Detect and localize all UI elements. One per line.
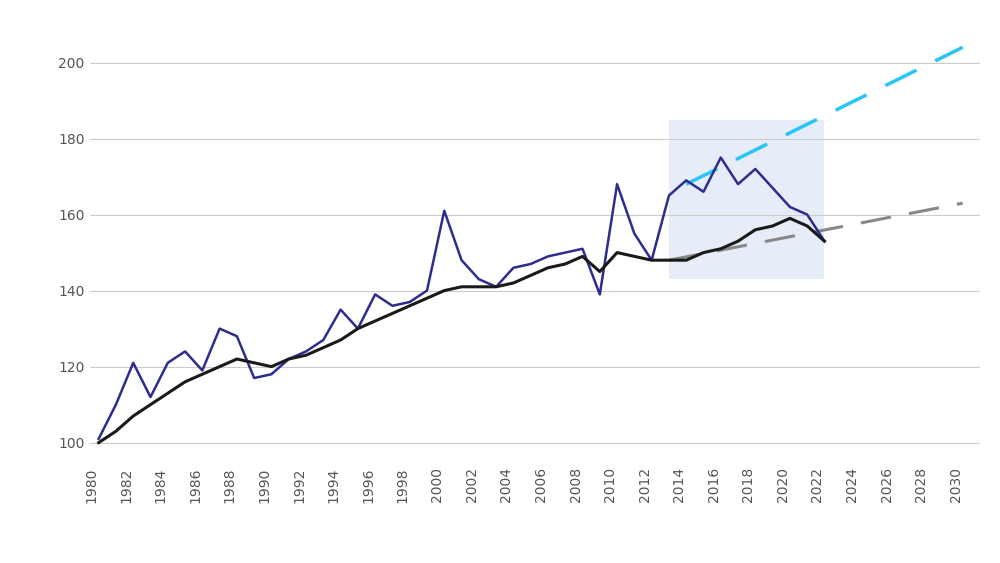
Bar (669, 119, 824, 279)
